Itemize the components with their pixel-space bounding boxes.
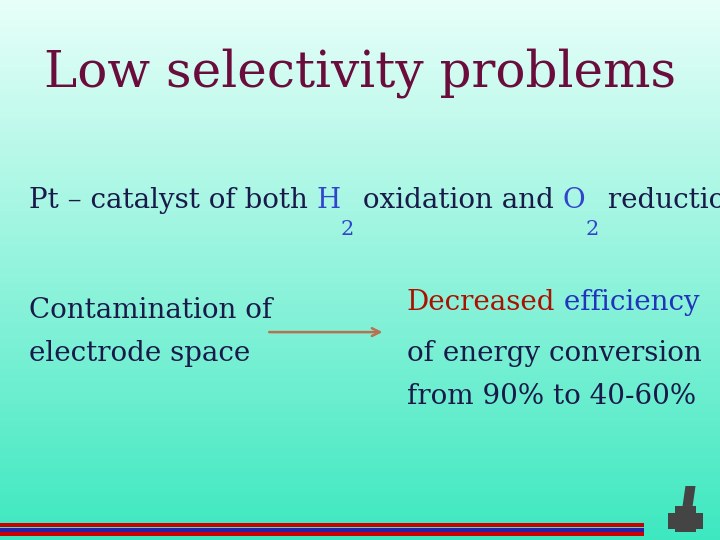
Bar bbox=[0, 523, 644, 527]
Bar bbox=[693, 513, 703, 529]
Text: O: O bbox=[562, 187, 585, 214]
Bar bbox=[0, 532, 644, 536]
Bar bbox=[0, 528, 644, 531]
Text: oxidation and: oxidation and bbox=[354, 187, 562, 214]
Text: of energy conversion: of energy conversion bbox=[407, 340, 701, 367]
Polygon shape bbox=[683, 486, 696, 506]
Text: Contamination of: Contamination of bbox=[29, 297, 272, 324]
Text: efficiency: efficiency bbox=[555, 289, 700, 316]
Text: Decreased: Decreased bbox=[407, 289, 555, 316]
Bar bbox=[675, 506, 696, 532]
Text: 2: 2 bbox=[341, 220, 354, 239]
Text: Low selectivity problems: Low selectivity problems bbox=[44, 48, 676, 98]
Bar bbox=[668, 513, 678, 529]
Text: reduction: reduction bbox=[598, 187, 720, 214]
Text: H: H bbox=[317, 187, 341, 214]
Text: Pt – catalyst of both: Pt – catalyst of both bbox=[29, 187, 317, 214]
Text: from 90% to 40-60%: from 90% to 40-60% bbox=[407, 383, 696, 410]
Text: electrode space: electrode space bbox=[29, 340, 250, 367]
Text: 2: 2 bbox=[585, 220, 598, 239]
